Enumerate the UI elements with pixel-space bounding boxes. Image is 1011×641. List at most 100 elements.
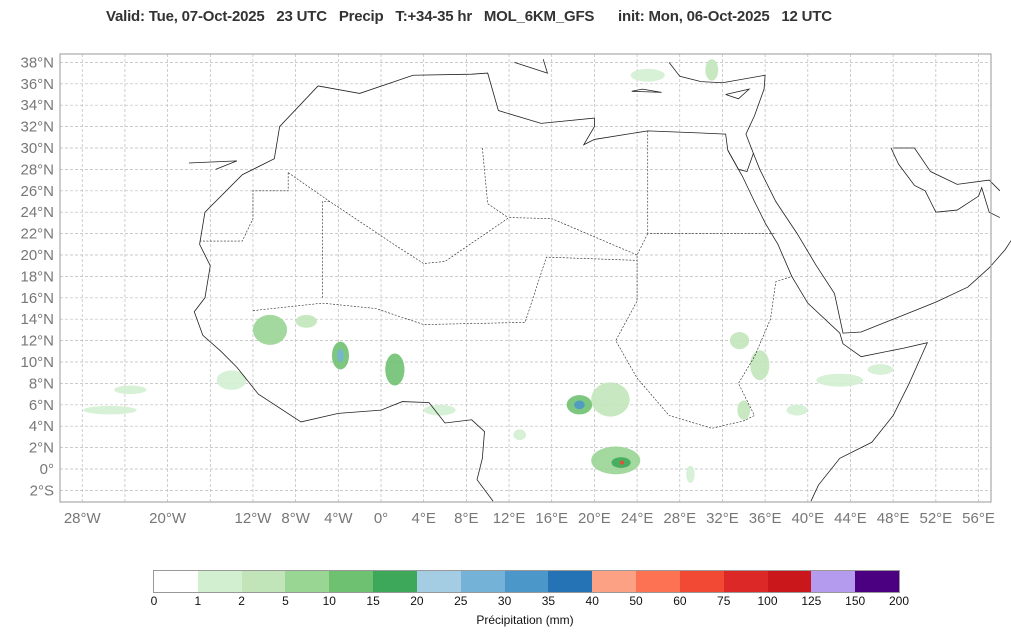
lat-tick-label: 14°N: [20, 311, 54, 328]
precip-cell: [513, 429, 527, 441]
precip-cell: [620, 460, 625, 465]
lat-tick-label: 4°N: [29, 418, 54, 435]
colorbar-swatch: [548, 571, 593, 592]
lon-tick-label: 36°E: [749, 510, 782, 527]
country-border: [252, 256, 792, 429]
lat-tick-label: 18°N: [20, 268, 54, 285]
lon-tick-label: 4°E: [412, 510, 436, 527]
colorbar-swatch: [679, 571, 724, 592]
coastlines: [188, 59, 1011, 502]
country-border: [287, 172, 638, 264]
lon-tick-label: 44°E: [834, 510, 867, 527]
lon-tick-label: 24°E: [621, 510, 654, 527]
lat-tick-label: 16°N: [20, 290, 54, 307]
precip-cell: [686, 465, 695, 483]
lon-tick-label: 12°E: [493, 510, 526, 527]
colorbar-label: 150: [845, 594, 866, 608]
coastline: [725, 88, 751, 100]
precip-cell: [750, 350, 770, 381]
lon-tick-label: 52°E: [919, 510, 952, 527]
colorbar-swatch: [504, 571, 549, 592]
precip-cell: [816, 373, 864, 387]
colorbar-swatch: [285, 571, 330, 592]
lon-tick-label: 20°E: [578, 510, 611, 527]
lon-tick-label: 4°W: [324, 510, 353, 527]
lat-tick-label: 8°N: [29, 375, 54, 392]
colorbar-title: Précipitation (mm): [476, 613, 574, 627]
gridlines: [60, 54, 991, 502]
lon-tick-label: 32°E: [706, 510, 739, 527]
colorbar-swatch: [154, 571, 198, 592]
colorbar-label: 50: [629, 594, 643, 608]
lat-tick-label: 12°N: [20, 333, 54, 350]
lat-tick-label: 26°N: [20, 183, 54, 200]
colorbar-label: 20: [410, 594, 424, 608]
lon-tick-label: 28°E: [663, 510, 696, 527]
country-border: [636, 233, 649, 256]
lat-tick-label: 10°N: [20, 354, 54, 371]
precip-cell: [423, 404, 456, 416]
lat-tick-label: 2°S: [30, 482, 54, 499]
colorbar-label: 30: [497, 594, 512, 608]
map-title: Valid: Tue, 07-Oct-2025 23 UTC Precip T:…: [106, 8, 832, 25]
precip-cell: [705, 59, 719, 81]
map-frame: [59, 53, 992, 503]
lat-tick-label: 28°N: [20, 161, 54, 178]
lat-tick-label: 24°N: [20, 204, 54, 221]
precip-cell: [83, 405, 137, 415]
precip-cell: [729, 332, 750, 350]
lat-tick-label: 34°N: [20, 97, 54, 114]
precip-cell: [867, 364, 894, 375]
country-border: [482, 147, 509, 218]
lat-tick-label: 6°N: [29, 397, 54, 414]
coastline: [514, 59, 549, 74]
coastline: [753, 153, 1011, 334]
colorbar: [153, 570, 900, 593]
colorbar-swatch: [767, 571, 812, 592]
colorbar-label: 10: [322, 594, 336, 608]
colorbar-label: 1: [194, 594, 202, 608]
colorbar-swatch: [416, 571, 461, 592]
lon-tick-label: 12°W: [235, 510, 273, 527]
precip-cell: [114, 385, 147, 395]
precip-cell: [385, 353, 405, 386]
precip-cell: [252, 314, 288, 345]
lat-tick-label: 32°N: [20, 119, 54, 136]
colorbar-label: 35: [541, 594, 556, 608]
lon-tick-label: 0°: [374, 510, 388, 527]
precip-cell: [295, 314, 317, 328]
colorbar-label: 125: [801, 594, 822, 608]
coastline: [317, 72, 928, 502]
colorbar-label: 5: [282, 594, 289, 608]
country-border: [647, 130, 776, 234]
lon-tick-label: 16°E: [535, 510, 568, 527]
precip-cell: [786, 404, 808, 416]
precip-cell: [337, 349, 344, 362]
lat-tick-label: 20°N: [20, 247, 54, 264]
colorbar-label: 15: [366, 594, 380, 608]
country-border: [322, 201, 330, 298]
lat-tick-label: 36°N: [20, 76, 54, 93]
coastline: [188, 160, 238, 170]
valid-time: Valid: Tue, 07-Oct-2025 23 UTC: [106, 8, 327, 25]
colorbar-swatch: [592, 571, 637, 592]
coastline: [668, 62, 766, 173]
colorbar-label: 60: [673, 594, 687, 608]
colorbar-label: 75: [717, 594, 731, 608]
lat-tick-label: 2°N: [29, 440, 54, 457]
lon-tick-label: 8°E: [454, 510, 478, 527]
lon-tick-label: 20°W: [149, 510, 187, 527]
precipitation-map: 38°N 36°N 34°N 32°N 30°N 28°N 26°N 24°N 22°N 20°N…: [20, 53, 1011, 527]
init-time: init: Mon, 06-Oct-2025 12 UTC: [618, 8, 832, 25]
precip-cell: [591, 382, 630, 417]
precip-cell: [630, 68, 665, 82]
colorbar-swatch: [811, 571, 856, 592]
lon-tick-label: 8°W: [281, 510, 310, 527]
colorbar-swatch: [197, 571, 242, 592]
model-name: MOL_6KM_GFS: [483, 8, 595, 25]
lat-tick-label: 22°N: [20, 226, 54, 243]
coastline: [890, 147, 1001, 218]
field-name: Precip: [338, 8, 384, 25]
colorbar-swatch: [855, 571, 900, 592]
colorbar-label: 100: [757, 594, 778, 608]
